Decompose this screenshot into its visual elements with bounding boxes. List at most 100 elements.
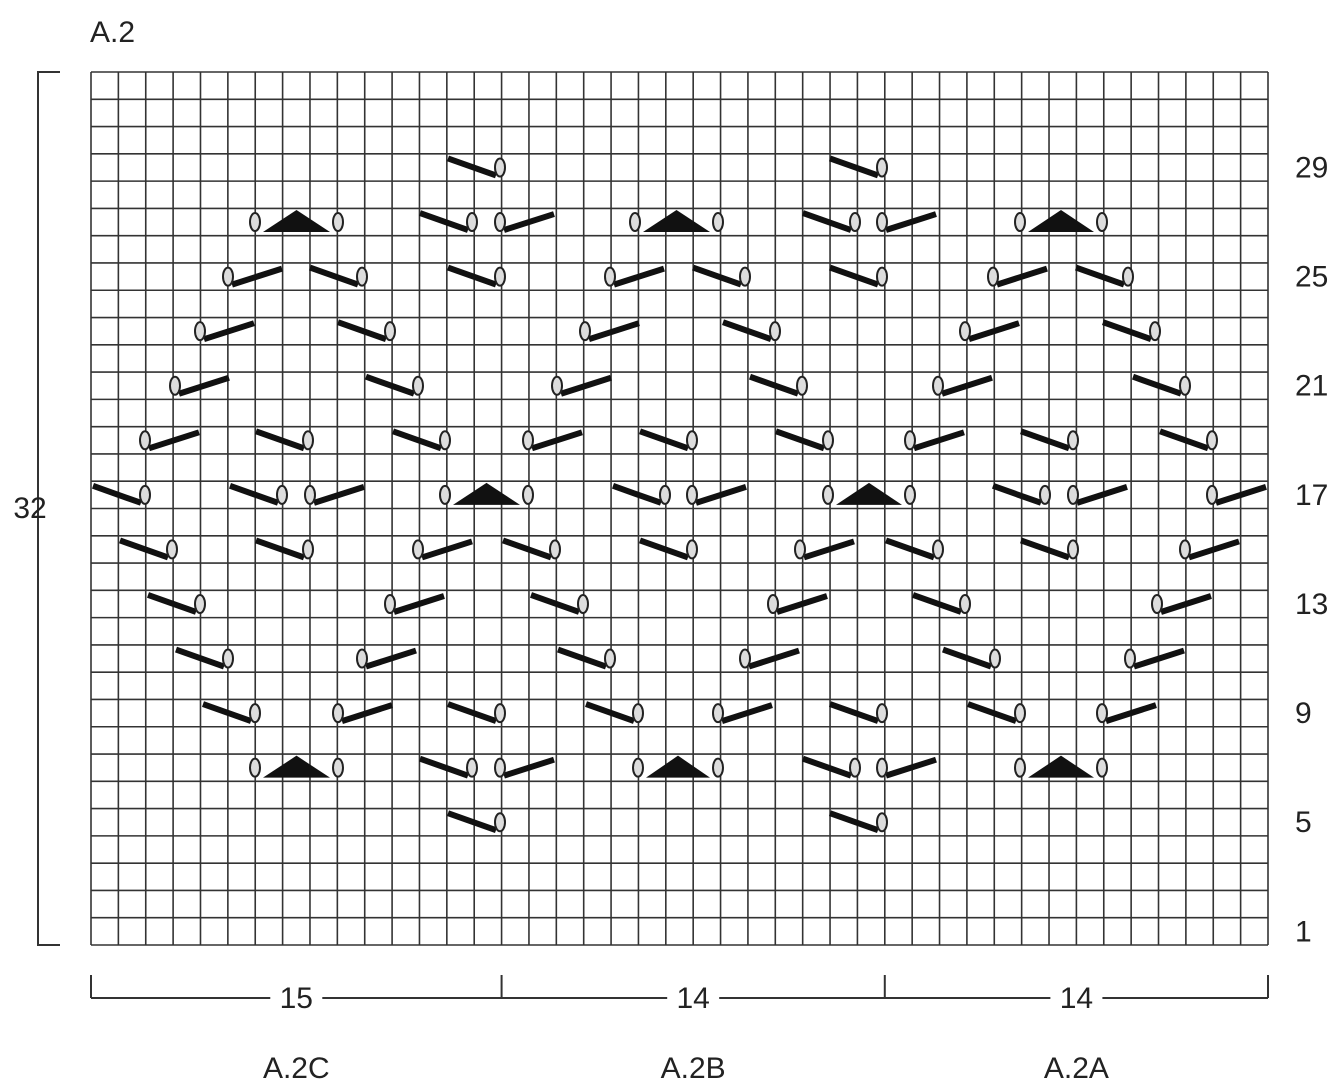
row-number: 17 xyxy=(1295,479,1328,512)
yarn-over xyxy=(356,648,368,669)
decrease xyxy=(529,592,581,615)
yarn-over xyxy=(932,375,944,396)
decrease xyxy=(1019,537,1071,561)
yarn-over xyxy=(466,757,478,778)
yarn-over xyxy=(1149,321,1161,342)
yarn-over xyxy=(332,703,344,724)
row-number: 21 xyxy=(1295,370,1328,403)
yarn-over xyxy=(604,266,616,287)
row-number: 5 xyxy=(1295,806,1312,839)
decrease xyxy=(560,374,612,397)
height-label: 32 xyxy=(13,492,46,525)
yarn-over xyxy=(222,648,234,669)
decrease xyxy=(828,701,880,724)
yarn-over xyxy=(739,648,751,669)
yarn-over xyxy=(494,212,506,233)
decrease xyxy=(446,264,498,288)
triangle xyxy=(263,755,330,778)
yarn-over xyxy=(304,484,316,505)
yarn-over xyxy=(1014,757,1026,778)
yarn-over xyxy=(494,703,506,724)
chart-title: A.2 xyxy=(90,16,135,49)
yarn-over xyxy=(1206,430,1218,451)
decrease xyxy=(638,537,690,561)
yarn-over xyxy=(659,484,671,505)
decrease xyxy=(613,265,665,288)
yarn-over xyxy=(169,375,181,396)
decrease xyxy=(721,319,773,342)
yarn-over xyxy=(579,321,591,342)
yarn-over xyxy=(551,375,563,396)
decrease xyxy=(1074,264,1126,288)
decrease xyxy=(611,483,663,506)
decrease xyxy=(1160,593,1212,615)
triangle xyxy=(1028,755,1094,778)
decrease xyxy=(146,592,198,615)
yarn-over xyxy=(822,484,834,505)
decrease xyxy=(418,755,470,779)
triangle xyxy=(646,755,710,778)
decrease xyxy=(828,810,880,834)
decrease xyxy=(231,265,283,288)
decrease xyxy=(364,373,416,397)
yarn-over xyxy=(139,430,151,451)
decrease xyxy=(584,701,636,724)
decrease xyxy=(391,428,443,452)
yarn-over xyxy=(849,757,861,778)
yarn-over xyxy=(1124,648,1136,669)
yarn-over xyxy=(249,757,261,778)
decrease xyxy=(313,484,365,506)
section-name: A.2A xyxy=(1044,1052,1109,1084)
yarn-over xyxy=(1067,430,1079,451)
yarn-over xyxy=(1014,212,1026,233)
yarn-over xyxy=(194,593,206,614)
yarn-over xyxy=(604,648,616,669)
yarn-over xyxy=(1067,484,1079,505)
yarn-over xyxy=(1014,703,1026,724)
yarn-over xyxy=(249,212,261,233)
label-bg xyxy=(1050,982,1103,1014)
yarn-over xyxy=(276,484,288,505)
yarn-over xyxy=(876,212,888,233)
decrease xyxy=(968,320,1020,343)
yarn-over xyxy=(166,539,178,560)
decrease xyxy=(501,537,553,561)
decrease xyxy=(941,374,993,397)
height-bracket xyxy=(37,71,60,946)
section-stitches: 14 xyxy=(676,982,709,1015)
yarn-over xyxy=(959,321,971,342)
decrease xyxy=(996,265,1048,288)
decrease xyxy=(913,429,965,452)
yarn-over xyxy=(739,266,751,287)
decrease xyxy=(1188,538,1240,561)
decrease xyxy=(148,429,200,452)
yarn-over xyxy=(987,266,999,287)
decrease xyxy=(828,155,880,179)
yarn-over xyxy=(549,539,561,560)
decrease xyxy=(885,211,937,233)
yarn-over xyxy=(1096,212,1108,233)
yarn-over xyxy=(796,375,808,396)
yarn-over xyxy=(494,757,506,778)
yarn-over xyxy=(632,703,644,724)
decrease xyxy=(446,810,498,834)
yarn-over xyxy=(222,266,234,287)
yarn-over xyxy=(1179,539,1191,560)
yarn-over xyxy=(194,321,206,342)
decrease xyxy=(774,428,826,452)
yarn-over xyxy=(876,757,888,778)
yarn-over xyxy=(959,593,971,614)
yarn-over xyxy=(302,539,314,560)
decrease xyxy=(341,702,393,724)
yarn-over xyxy=(632,757,644,778)
label-bg xyxy=(667,982,720,1014)
triangle xyxy=(1028,210,1094,233)
yarn-over xyxy=(522,430,534,451)
yarn-over xyxy=(522,484,534,505)
yarn-over xyxy=(439,484,451,505)
label-bg xyxy=(270,982,323,1014)
row-number: 13 xyxy=(1295,588,1328,621)
yarn-over xyxy=(384,593,396,614)
decrease xyxy=(638,428,690,452)
